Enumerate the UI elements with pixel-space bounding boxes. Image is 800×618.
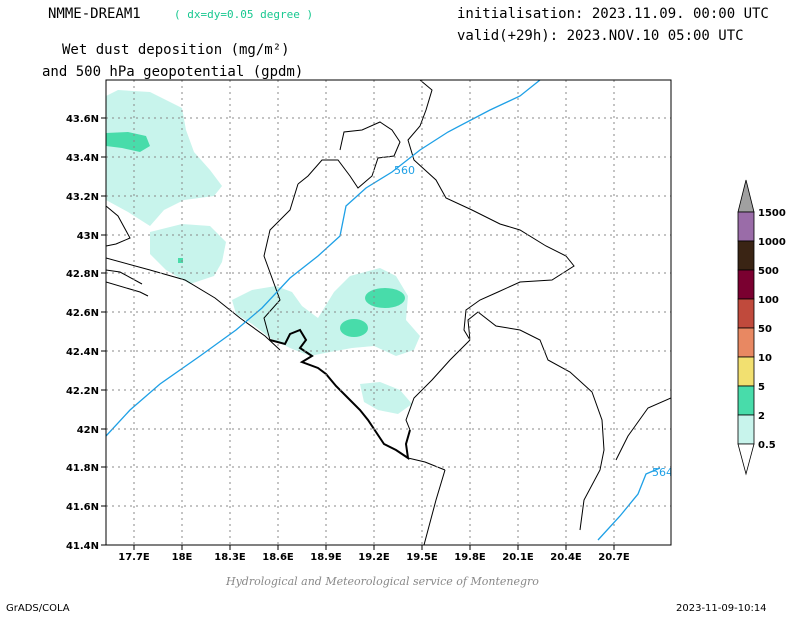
legend-swatch-500 — [737, 240, 755, 271]
deposition-core-middle — [340, 319, 368, 337]
legend-label: 100 — [758, 295, 779, 306]
legend-label: 10 — [758, 353, 772, 364]
credit-text: Hydrological and Meteorological service … — [226, 575, 539, 588]
legend-swatch-1500 — [737, 179, 755, 213]
software-label: GrADS/COLA — [6, 603, 70, 614]
deposition-core-spot — [178, 258, 183, 263]
deposition-area-central — [232, 268, 420, 356]
graticule — [106, 80, 671, 545]
legend-swatch-0.5 — [737, 414, 755, 445]
lat-tick-label: 41.8N — [66, 463, 99, 474]
border-albania-south — [423, 469, 446, 545]
deposition-core-east — [365, 288, 405, 308]
field-title-line2: and 500 hPa geopotential (gpdm) — [42, 64, 304, 80]
geopotential-contours — [106, 80, 661, 541]
axis-ticks — [101, 117, 615, 550]
deposition-area-north — [106, 90, 222, 226]
lat-tick-labels: 41.4N 41.6N 41.8N 42N 42.2N 42.4N 42.6N … — [66, 114, 99, 552]
field-title-line1: Wet dust deposition (mg/m²) — [62, 42, 290, 58]
lon-tick-label: 17.7E — [118, 552, 150, 563]
legend-label: 1000 — [758, 237, 786, 248]
color-legend — [737, 179, 755, 476]
lat-tick-label: 42.8N — [66, 269, 99, 280]
lat-tick-label: 43.2N — [66, 192, 99, 203]
lat-tick-label: 43N — [77, 231, 99, 242]
lon-tick-label: 20.7E — [598, 552, 630, 563]
model-title: NMME-DREAM1 — [48, 6, 141, 22]
border-montenegro-west — [263, 183, 299, 341]
lat-tick-label: 41.6N — [66, 502, 99, 513]
coastline-island2 — [106, 269, 143, 285]
lon-tick-label: 18E — [172, 552, 193, 563]
resolution-label: ( dx=dy=0.05 degree ) — [174, 8, 314, 21]
coastline-dalmatia — [106, 257, 281, 351]
deposition-area-west — [150, 224, 226, 284]
contour-560-label: 560 — [394, 164, 415, 177]
legend-swatch-5 — [737, 356, 755, 387]
border-montenegro-north — [407, 80, 605, 531]
legend-label: 500 — [758, 266, 779, 277]
border-albania — [405, 339, 471, 431]
lat-tick-label: 42.4N — [66, 347, 99, 358]
lon-tick-label: 18.6E — [262, 552, 294, 563]
border-bosnia — [297, 121, 401, 189]
init-time: initialisation: 2023.11.09. 00:00 UTC — [457, 6, 769, 22]
deposition-core-northwest — [106, 132, 150, 152]
timestamp-label: 2023-11-09-10:14 — [676, 603, 767, 614]
legend-swatch-50 — [737, 298, 755, 329]
legend-swatch-100 — [737, 269, 755, 300]
map-lines — [106, 80, 671, 545]
lat-tick-label: 42N — [77, 425, 99, 436]
legend-swatch-bottom — [737, 443, 755, 476]
lon-tick-label: 19.2E — [358, 552, 390, 563]
legend-label: 0.5 — [758, 440, 776, 451]
deposition-light — [106, 90, 420, 414]
contour-560-line — [106, 80, 541, 437]
lon-tick-label: 20.4E — [550, 552, 582, 563]
lat-tick-label: 43.6N — [66, 114, 99, 125]
lon-tick-labels: 17.7E 18E 18.3E 18.6E 18.9E 19.2E 19.5E … — [118, 552, 630, 563]
lon-tick-label: 18.9E — [310, 552, 342, 563]
coastline-montenegro — [269, 328, 411, 461]
lat-tick-label: 43.4N — [66, 153, 99, 164]
valid-time: valid(+29h): 2023.NOV.10 05:00 UTC — [457, 28, 744, 44]
lat-tick-label: 42.2N — [66, 386, 99, 397]
lat-tick-label: 41.4N — [66, 541, 99, 552]
coastline-albania — [407, 457, 446, 471]
legend-label: 50 — [758, 324, 772, 335]
border-kosovo — [615, 397, 671, 461]
legend-labels: 1500 1000 500 100 50 10 5 2 0.5 — [758, 208, 786, 451]
lat-tick-label: 42.6N — [66, 308, 99, 319]
map-content: 560 564 — [106, 80, 673, 545]
legend-swatch-1000 — [737, 211, 755, 242]
lon-tick-label: 20.1E — [502, 552, 534, 563]
deposition-area-south — [360, 382, 412, 414]
deposition-moderate — [106, 132, 405, 337]
legend-swatch-2 — [737, 385, 755, 416]
coastline-island — [106, 281, 149, 297]
lon-tick-label: 19.5E — [406, 552, 438, 563]
contour-564-label: 564 — [652, 466, 673, 479]
legend-label: 2 — [758, 411, 765, 422]
legend-label: 5 — [758, 382, 765, 393]
legend-label: 1500 — [758, 208, 786, 219]
legend-swatch-10 — [737, 327, 755, 358]
contour-564-line — [597, 467, 661, 541]
coastline-main — [106, 205, 131, 247]
lon-tick-label: 19.8E — [454, 552, 486, 563]
lon-tick-label: 18.3E — [214, 552, 246, 563]
